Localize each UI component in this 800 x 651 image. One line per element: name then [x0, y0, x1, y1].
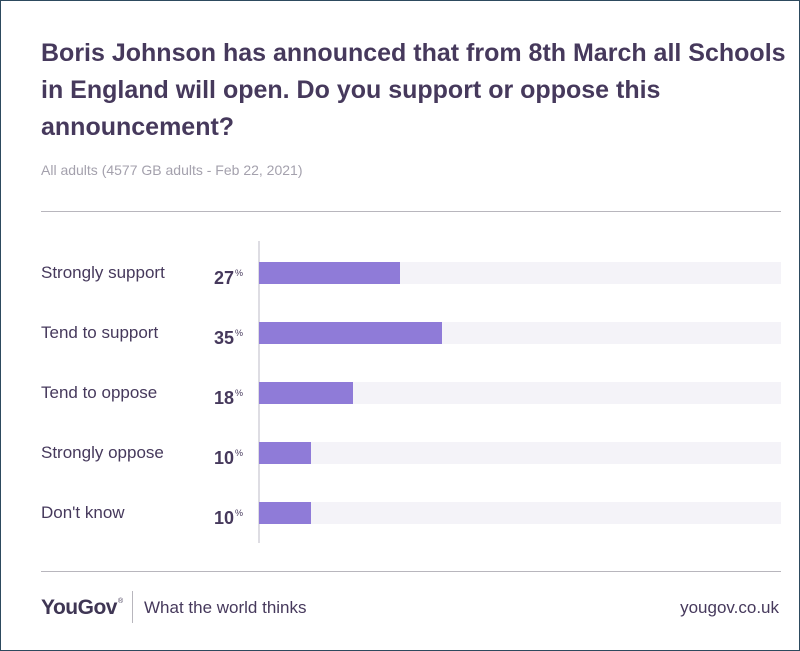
footer-tagline: What the world thinks — [144, 598, 307, 617]
value-number: 10 — [213, 448, 234, 468]
category-label: Don't know — [41, 503, 125, 522]
footer-divider-line — [41, 571, 781, 572]
value-label: 10% — [214, 501, 243, 530]
bar — [259, 322, 442, 344]
bar-row: Strongly support 27% — [1, 261, 800, 288]
percent-sign: % — [234, 508, 243, 518]
bar-row: Strongly oppose 10% — [1, 441, 800, 468]
category-label: Tend to oppose — [41, 383, 158, 402]
chart-subtitle: All adults (4577 GB adults - Feb 22, 202… — [41, 162, 303, 178]
percent-sign: % — [234, 388, 243, 398]
category-label: Tend to support — [41, 323, 159, 342]
bar-track — [259, 502, 781, 524]
value-number: 27 — [213, 268, 234, 288]
header-divider — [41, 211, 781, 212]
bar — [259, 442, 311, 464]
chart-title: Boris Johnson has announced that from 8t… — [41, 39, 786, 141]
yougov-logo: YouGov® — [41, 596, 123, 620]
bar — [259, 262, 400, 284]
value-number: 10 — [213, 508, 234, 528]
brand-name: YouGov — [41, 596, 117, 619]
bar-row: Tend to support 35% — [1, 321, 800, 348]
registered-mark: ® — [117, 598, 123, 605]
bar-row: Don't know 10% — [1, 501, 800, 528]
category-label: Strongly support — [41, 263, 165, 282]
footer-url[interactable]: yougov.co.uk — [680, 598, 779, 617]
category-label: Strongly oppose — [41, 443, 164, 462]
percent-sign: % — [234, 268, 243, 278]
bar — [259, 502, 311, 524]
percent-sign: % — [234, 448, 243, 458]
value-label: 35% — [214, 321, 243, 350]
bar-track — [259, 442, 781, 464]
value-label: 10% — [214, 441, 243, 470]
percent-sign: % — [234, 328, 243, 338]
value-label: 18% — [214, 381, 243, 410]
bar-chart: Strongly support 27% Tend to support 35% Ten… — [1, 241, 800, 543]
value-label: 27% — [214, 261, 243, 290]
value-number: 18 — [213, 388, 234, 408]
value-number: 35 — [213, 328, 234, 348]
bar — [259, 382, 353, 404]
bar-row: Tend to oppose 18% — [1, 381, 800, 408]
bar-track — [259, 382, 781, 404]
footer-separator — [132, 591, 133, 623]
